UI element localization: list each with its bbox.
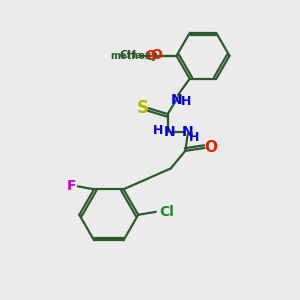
- Text: Cl: Cl: [159, 205, 174, 219]
- Text: O: O: [204, 140, 217, 154]
- Text: H: H: [188, 131, 199, 144]
- Text: CH₃: CH₃: [120, 50, 142, 60]
- Text: N: N: [182, 125, 194, 139]
- Text: O: O: [144, 49, 156, 63]
- Text: N: N: [164, 125, 176, 139]
- Text: methoxy: methoxy: [110, 51, 158, 61]
- Text: O: O: [151, 48, 162, 62]
- Text: S: S: [137, 99, 149, 117]
- Text: F: F: [67, 179, 77, 193]
- Text: H: H: [153, 124, 164, 137]
- Text: H: H: [181, 95, 191, 108]
- Text: N: N: [171, 93, 182, 107]
